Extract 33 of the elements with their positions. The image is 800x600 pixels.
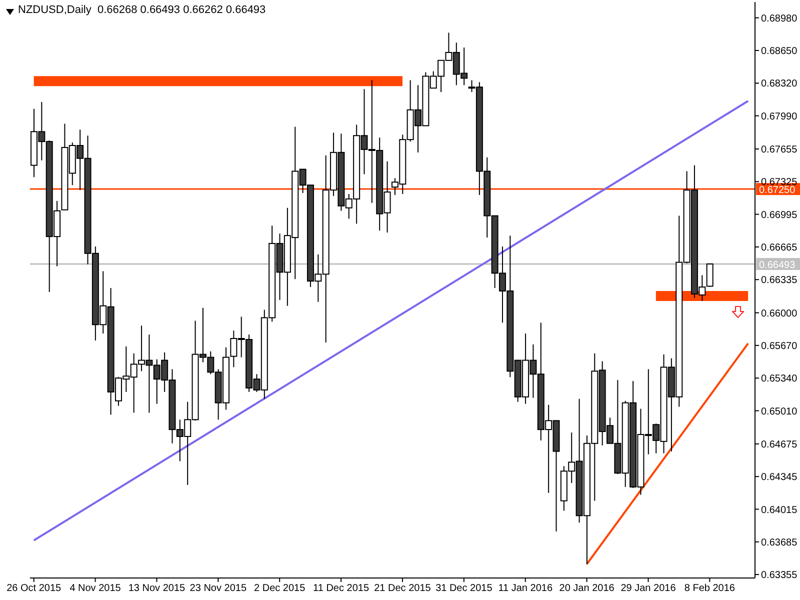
y-tick-label: 0.63685 — [761, 537, 798, 548]
y-tick-label: 0.66335 — [761, 275, 798, 286]
x-tick-label: 13 Nov 2015 — [128, 583, 186, 594]
x-tick-label: 21 Dec 2015 — [374, 583, 432, 594]
y-tick-label: 0.68320 — [761, 78, 798, 90]
y-tick-label: 0.65670 — [761, 340, 798, 352]
y-tick-label: 0.64015 — [761, 504, 798, 516]
x-tick-label: 29 Jan 2016 — [620, 583, 676, 594]
x-tick-label: 20 Jan 2016 — [559, 583, 615, 594]
y-tick-label: 0.66995 — [761, 210, 798, 221]
y-tick-label: 0.66000 — [761, 308, 798, 320]
y-tick-label: 0.67655 — [761, 144, 798, 156]
x-tick-label: 23 Nov 2015 — [190, 583, 247, 594]
y-tick-label: 0.63355 — [761, 570, 798, 582]
y-tick-label: 0.65010 — [761, 406, 798, 418]
x-tick-label: 2 Dec 2015 — [254, 583, 306, 594]
y-tick-label: 0.68980 — [761, 13, 798, 24]
candlestick — [706, 263, 714, 288]
ref-line-label: 0.67250 — [759, 185, 796, 196]
y-tick-label: 0.67990 — [761, 111, 798, 122]
y-tick-label: 0.64345 — [761, 472, 798, 484]
y-tick-label: 0.65340 — [761, 374, 798, 385]
ref-line-label: 0.66493 — [759, 260, 796, 271]
y-tick-label: 0.68650 — [761, 46, 798, 58]
x-tick-label: 31 Dec 2015 — [436, 583, 493, 594]
chart-title: NZDUSD,Daily 0.66268 0.66493 0.66262 0.66493 — [18, 4, 266, 16]
x-tick-label: 8 Feb 2016 — [684, 583, 736, 594]
x-tick-label: 11 Jan 2016 — [498, 583, 553, 594]
x-tick-label: 11 Dec 2015 — [313, 583, 370, 594]
x-tick-label: 4 Nov 2015 — [70, 583, 122, 594]
y-tick-label: 0.66665 — [761, 242, 798, 254]
x-tick-label: 26 Oct 2015 — [6, 583, 62, 594]
y-tick-label: 0.64675 — [761, 439, 798, 450]
